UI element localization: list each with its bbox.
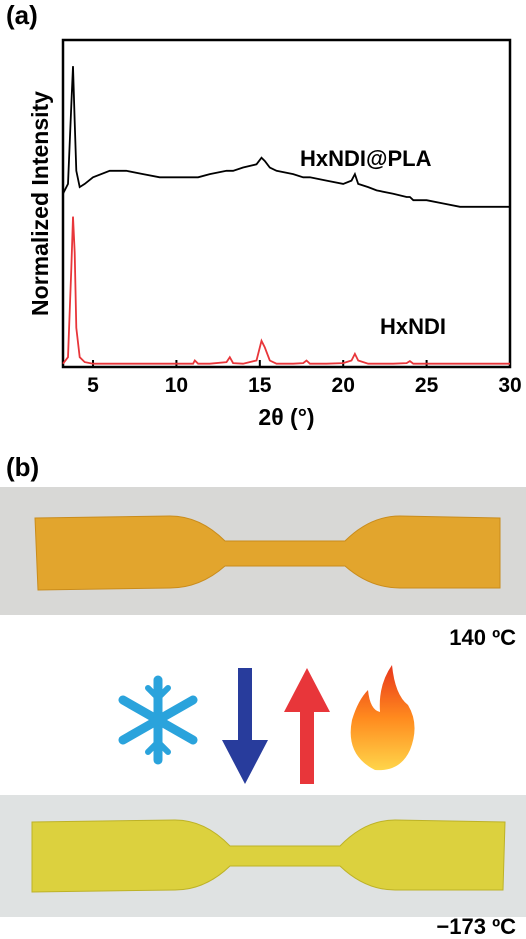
series-line [62, 66, 510, 208]
specimen [31, 819, 506, 893]
x-tick-label: 10 [165, 374, 188, 397]
series-line [62, 216, 510, 365]
x-tick-label: 30 [498, 374, 521, 397]
panel-label: (a) [6, 0, 38, 30]
specimen [34, 515, 501, 591]
arrow-down [222, 668, 268, 784]
series-label: HxNDI@PLA [300, 146, 432, 171]
x-axis-label: 2θ (°) [258, 404, 314, 430]
series-label: HxNDI [380, 314, 446, 339]
x-tick-label: 15 [248, 374, 272, 397]
x-tick-label: 25 [415, 374, 439, 397]
arrow-up [284, 668, 330, 784]
axes-frame [61, 38, 512, 369]
x-tick-label: 5 [87, 374, 99, 397]
x-tick-label: 20 [332, 374, 355, 397]
flame-icon [350, 665, 415, 771]
y-axis-label: Normalized Intensity [27, 91, 53, 316]
plot: 5 10 15 20 25 30 2θ (°) Normalized Intensity HxN… [27, 38, 522, 430]
panel-label: (b) [6, 452, 39, 482]
snowflake-icon [118, 675, 198, 765]
temperature-label: 140 ºC [449, 625, 516, 650]
temperature-label: −173 ºC [436, 914, 516, 939]
